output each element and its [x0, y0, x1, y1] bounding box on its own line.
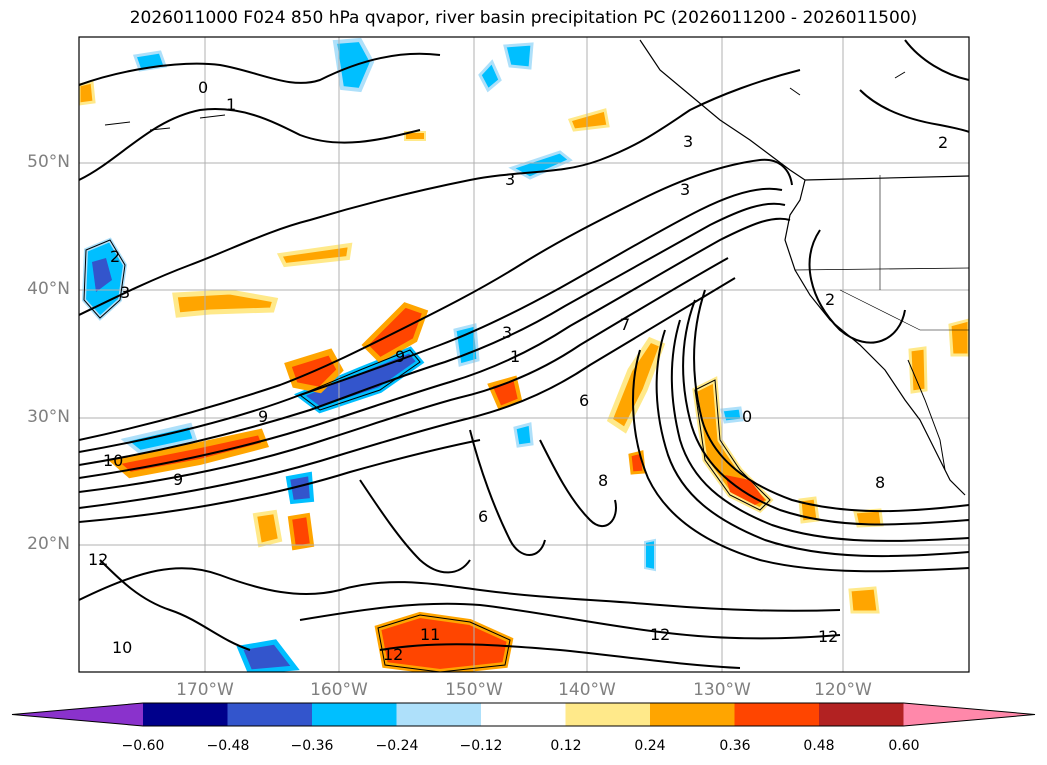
map-frame [78, 36, 970, 673]
colorbar-tick: 0.36 [719, 738, 751, 754]
colorbar-extend-high [903, 703, 1035, 726]
contour-label: 9 [258, 407, 268, 426]
contour-label: 7 [620, 315, 630, 334]
contour-label: 11 [420, 625, 440, 644]
contour-label: 12 [383, 645, 403, 664]
contour-label: 6 [478, 507, 488, 526]
contour-label: 3 [502, 323, 512, 342]
contour-label: 12 [88, 550, 108, 569]
contour-label: 2 [938, 133, 948, 152]
colorbar-segment [734, 703, 819, 726]
colorbar-extend-low [12, 703, 143, 726]
contour-label: 3 [505, 170, 515, 189]
contour-label: 12 [818, 627, 838, 646]
colorbar-tick: −0.12 [459, 738, 503, 754]
contour-label: 9 [395, 347, 405, 366]
contour-label: 2 [825, 290, 835, 309]
lat-label-50n: 50°N [27, 152, 70, 172]
contour-label: 12 [650, 625, 670, 644]
lat-label-30n: 30°N [27, 407, 70, 427]
colorbar-segment [312, 703, 397, 726]
colorbar [11, 702, 1036, 727]
contour-label: 9 [173, 470, 183, 489]
contour-label: 1 [510, 347, 520, 366]
lon-label-170w: 170°W [176, 680, 234, 700]
contour-label: 6 [579, 391, 589, 410]
colorbar-segment [481, 703, 566, 726]
colorbar-tick: 0.12 [550, 738, 582, 754]
colorbar-tick: 0.60 [888, 738, 920, 754]
contour-label: 2 [110, 247, 120, 266]
contour-label: 10 [103, 451, 123, 470]
contour-label: 0 [198, 78, 208, 97]
contour-label: 0 [742, 407, 752, 426]
contour-label: 3 [680, 180, 690, 199]
colorbar-tick: 0.48 [803, 738, 835, 754]
graticule [79, 37, 969, 672]
colorbar-outline [11, 702, 1036, 727]
colorbar-segment [396, 703, 481, 726]
contour-label: 8 [598, 471, 608, 490]
lat-label-20n: 20°N [27, 534, 70, 554]
contour-labels: 0 1 2 3 3 3 3 2 2 3 6 6 7 8 9 9 9 10 10 … [88, 78, 948, 664]
colorbar-tick: −0.60 [121, 738, 165, 754]
lon-label-130w: 130°W [693, 680, 751, 700]
colorbar-segment [819, 703, 904, 726]
lon-label-140w: 140°W [558, 680, 616, 700]
colorbar-segment [143, 703, 228, 726]
lon-label-160w: 160°W [310, 680, 368, 700]
contour-label: 10 [112, 638, 132, 657]
colorbar-tick: −0.48 [206, 738, 250, 754]
colorbar-tick: 0.24 [634, 738, 666, 754]
contour-label: 1 [226, 95, 236, 114]
contour-label: 3 [683, 132, 693, 151]
contour-label: 3 [120, 283, 130, 302]
qvapor-contours-thin [83, 239, 771, 672]
contour-label: 8 [875, 473, 885, 492]
colorbar-segment [565, 703, 650, 726]
colorbar-tick: −0.24 [375, 738, 419, 754]
qvapor-contours [79, 39, 969, 669]
colorbar-segment [650, 703, 735, 726]
map-background [79, 37, 969, 672]
lat-label-40n: 40°N [27, 279, 70, 299]
lon-label-120w: 120°W [814, 680, 872, 700]
colorbar-segment [227, 703, 312, 726]
lon-label-150w: 150°W [445, 680, 503, 700]
colorbar-tick: −0.36 [290, 738, 334, 754]
map-title: 2026011000 F024 850 hPa qvapor, river ba… [129, 8, 918, 28]
